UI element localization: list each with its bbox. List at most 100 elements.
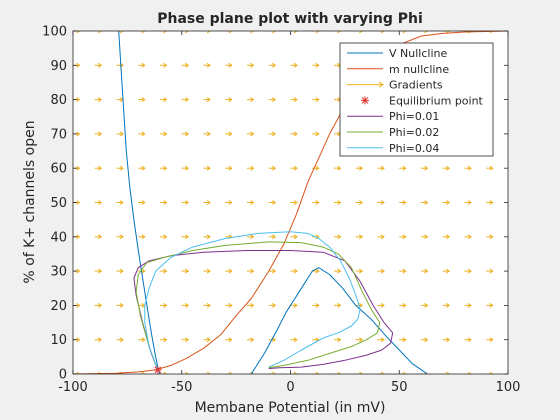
gradient-arrow <box>247 302 255 308</box>
gradient-arrow <box>94 337 103 343</box>
gradient-arrow <box>181 97 190 103</box>
gradient-arrow <box>225 62 233 68</box>
gradient-arrow <box>377 268 385 274</box>
gradient-arrow <box>203 31 211 34</box>
gradient-arrow <box>399 200 407 205</box>
gradient-arrow <box>464 234 472 240</box>
gradient-arrow <box>160 302 168 308</box>
y-tick-label: 70 <box>50 127 67 142</box>
gradient-arrow <box>312 200 320 205</box>
series-line <box>135 241 381 371</box>
gradient-arrow <box>355 165 364 171</box>
gradient-arrow <box>225 337 233 343</box>
gradient-arrow <box>138 165 146 171</box>
gradient-arrow <box>399 165 407 171</box>
gradient-arrow <box>290 31 298 34</box>
gradient-arrow <box>268 371 277 374</box>
equilibrium-marker-layer <box>153 365 162 374</box>
gradient-arrow <box>290 62 298 68</box>
gradient-arrow <box>442 31 451 34</box>
gradient-arrow <box>138 131 146 137</box>
gradient-arrow <box>486 371 494 374</box>
x-tick-label: -50 <box>171 380 192 395</box>
y-tick-label: 0 <box>59 368 67 383</box>
gradient-arrow <box>290 200 298 205</box>
axis-ticks: -100 -50 0 50 100 0 10 20 30 40 50 60 70 80 90 100 <box>42 25 520 396</box>
series-line <box>118 31 161 374</box>
gradient-arrow <box>312 371 320 374</box>
gradient-arrow <box>486 31 494 34</box>
gradient-arrow <box>377 302 385 308</box>
gradient-arrow <box>225 200 233 205</box>
gradient-arrow <box>486 234 494 240</box>
gradient-arrow <box>203 131 211 137</box>
legend-label: m nullcline <box>389 63 449 76</box>
gradient-arrow <box>247 371 255 374</box>
gradient-arrow <box>160 234 168 240</box>
gradient-arrow <box>442 268 451 274</box>
gradient-arrow <box>247 131 255 137</box>
y-tick-label: 10 <box>50 333 67 348</box>
gradient-arrow <box>334 31 342 34</box>
gradient-arrow <box>268 302 277 308</box>
y-tick-label: 50 <box>50 196 67 211</box>
gradient-arrow <box>160 62 168 68</box>
gradient-arrow <box>203 234 211 240</box>
gradient-arrow <box>442 371 451 374</box>
gradient-arrow <box>247 31 255 34</box>
gradient-arrow <box>312 165 320 171</box>
gradient-arrow <box>225 31 233 34</box>
gradient-arrow <box>225 371 233 374</box>
gradient-arrow <box>464 371 472 374</box>
gradient-arrow <box>181 234 190 240</box>
gradient-arrow <box>160 131 168 137</box>
gradient-arrow <box>247 200 255 205</box>
gradient-arrow <box>355 234 364 240</box>
y-tick-label: 40 <box>50 230 67 245</box>
gradient-arrow <box>486 302 494 308</box>
legend-item: Phi=0.04 <box>347 142 439 155</box>
gradient-arrow <box>203 200 211 205</box>
gradient-arrow <box>225 97 233 103</box>
gradient-arrow <box>247 62 255 68</box>
gradient-arrow <box>421 302 429 308</box>
gradient-arrow <box>442 234 451 240</box>
gradient-arrow <box>421 268 429 274</box>
gradient-arrow <box>334 337 342 343</box>
legend-item: Phi=0.02 <box>347 126 439 139</box>
gradient-arrow <box>138 200 146 205</box>
gradient-arrow <box>377 371 385 374</box>
y-tick-label: 20 <box>50 299 67 314</box>
gradient-arrow <box>421 337 429 343</box>
gradient-arrow <box>377 234 385 240</box>
gradient-arrow <box>355 371 364 374</box>
gradient-arrow <box>138 371 146 374</box>
gradient-arrow <box>486 165 494 171</box>
gradient-arrow <box>355 200 364 205</box>
gradient-arrow <box>377 31 385 34</box>
gradient-arrow <box>181 62 190 68</box>
gradient-arrow <box>399 268 407 274</box>
y-tick-label: 90 <box>50 59 67 74</box>
gradient-arrow <box>116 268 124 274</box>
gradient-arrow <box>160 337 168 343</box>
gradient-arrow <box>486 200 494 205</box>
gradient-arrow <box>203 302 211 308</box>
gradient-arrow <box>181 302 190 308</box>
gradient-arrow <box>116 165 124 171</box>
gradient-arrow <box>203 62 211 68</box>
gradient-arrow <box>203 268 211 274</box>
gradient-arrow <box>160 268 168 274</box>
gradient-arrow <box>421 200 429 205</box>
gradient-arrow <box>73 371 81 374</box>
gradient-arrow <box>94 62 103 68</box>
gradient-arrow <box>116 302 124 308</box>
gradient-arrow <box>203 371 211 374</box>
legend-item: Phi=0.01 <box>347 110 439 123</box>
gradient-arrow <box>355 268 364 274</box>
gradient-arrow <box>94 268 103 274</box>
gradient-arrow <box>290 302 298 308</box>
gradient-arrow <box>247 165 255 171</box>
gradient-arrow <box>377 200 385 205</box>
gradient-arrow <box>268 97 277 103</box>
